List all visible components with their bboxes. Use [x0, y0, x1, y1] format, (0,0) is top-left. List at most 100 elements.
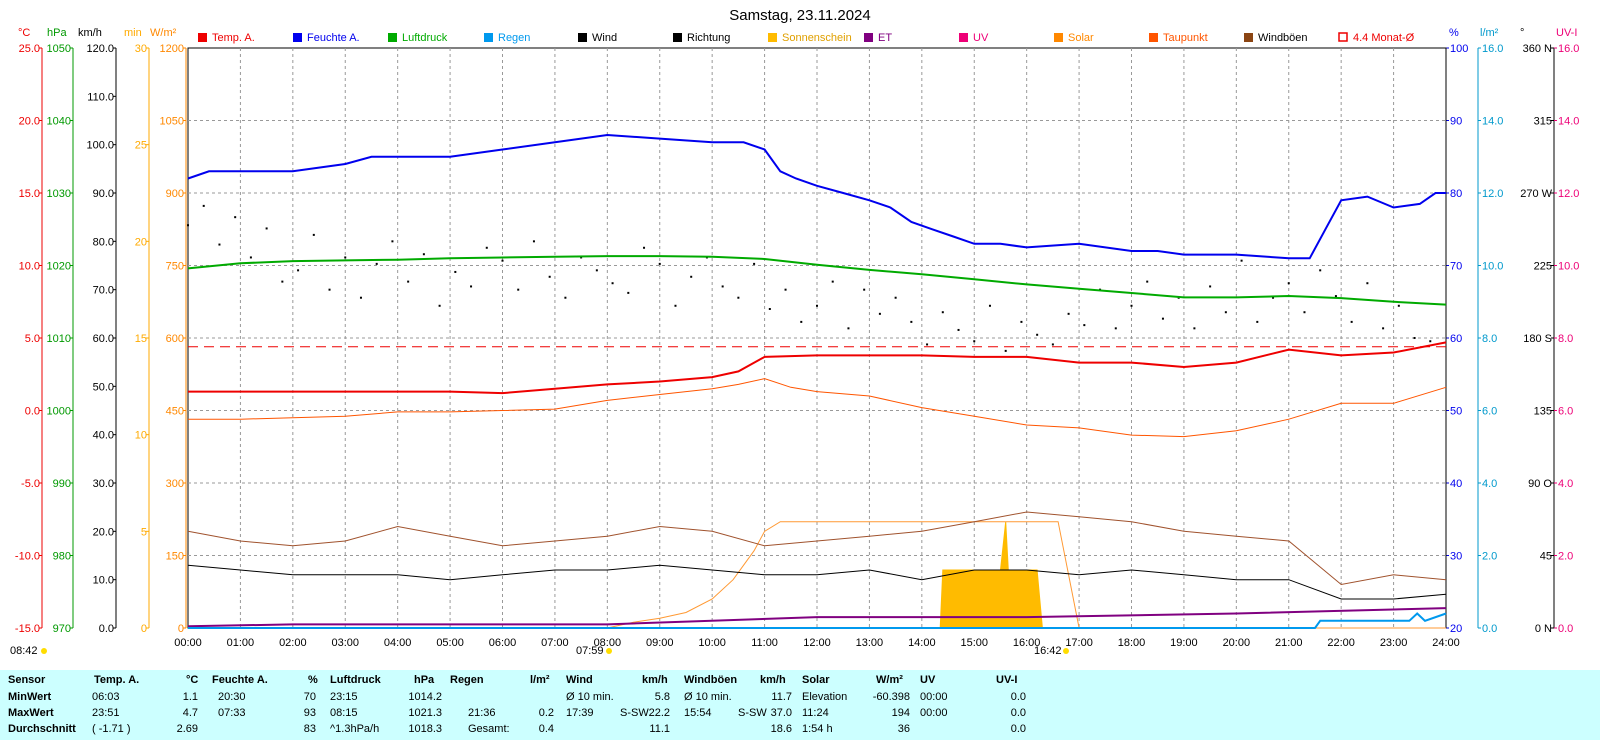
x-tick-label: 11:00	[751, 637, 778, 649]
direction-point	[1303, 311, 1306, 314]
stats-solar-value: 36	[897, 723, 910, 735]
stats-header-wind-unit: km/h	[642, 674, 668, 686]
stats-header-rain-unit: l/m²	[530, 674, 550, 686]
stats-header-temp: Temp. A.	[94, 674, 140, 686]
direction-point	[1240, 259, 1243, 262]
direction-point	[1146, 280, 1149, 283]
direction-point	[375, 262, 378, 265]
uv-tick-label: 16.0	[1558, 43, 1579, 55]
solar-tick-label: 900	[166, 188, 184, 200]
sunmin-tick-label: 0	[141, 623, 147, 635]
uv-tick-label: 12.0	[1558, 188, 1579, 200]
plot-area	[187, 133, 1447, 629]
legend-swatch	[1149, 33, 1158, 42]
direction-point	[831, 280, 834, 283]
direction-point	[422, 253, 425, 256]
direction-point	[1319, 269, 1322, 272]
stats-temp-time: 23:51	[92, 707, 120, 719]
direction-point	[910, 320, 913, 323]
stats-row-label: Durchschnitt	[8, 723, 76, 735]
direction-tick-label: 135	[1534, 406, 1552, 418]
direction-point	[187, 224, 189, 227]
direction-point	[1287, 282, 1290, 285]
direction-point	[894, 296, 897, 299]
stats-solar-label: 1:54 h	[802, 723, 833, 735]
x-tick-label: 04:00	[384, 637, 412, 649]
stats-humidity-time: 20:30	[218, 691, 246, 703]
legend-label: Richtung	[687, 32, 730, 44]
stats-pressure-value: 1021.3	[408, 707, 442, 719]
direction-point	[784, 288, 787, 291]
pressure-unit-label: hPa	[47, 27, 67, 39]
legend-label: Luftdruck	[402, 32, 448, 44]
x-tick-label: 19:00	[1170, 637, 1198, 649]
stats-pressure-time: 08:15	[330, 707, 358, 719]
pressure-tick-label: 970	[53, 623, 71, 635]
stats-temp-time: ( -1.71 )	[92, 723, 131, 735]
stats-wind-label: Ø 10 min.	[566, 691, 614, 703]
direction-point	[501, 259, 504, 262]
stats-gust-value: 18.6	[770, 723, 792, 735]
direction-point	[548, 275, 551, 278]
direction-point	[1350, 320, 1353, 323]
wind-tick-label: 30.0	[93, 478, 114, 490]
grid	[187, 47, 1447, 629]
uv-unit-label: UV-I	[1556, 27, 1577, 39]
uv-tick-label: 4.0	[1558, 478, 1573, 490]
stats-rain-value: 0.4	[538, 723, 554, 735]
direction-point	[517, 288, 520, 291]
x-tick-label: 13:00	[856, 637, 884, 649]
stats-pressure-time: 23:15	[330, 691, 358, 703]
wind-tick-label: 0.0	[99, 623, 114, 635]
rain-tick-label: 12.0	[1482, 188, 1503, 200]
legend-label: UV	[973, 32, 989, 44]
x-tick-label: 03:00	[331, 637, 359, 649]
direction-point	[297, 269, 300, 272]
direction-point	[407, 280, 410, 283]
direction-point	[1272, 296, 1275, 299]
legend-swatch	[1244, 33, 1253, 42]
direction-point	[1004, 349, 1007, 352]
wind-tick-label: 110.0	[87, 91, 114, 103]
direction-point	[485, 246, 488, 249]
x-tick-label: 00:00	[174, 637, 202, 649]
legend-label: Windböen	[1258, 32, 1308, 44]
legend-label: Solar	[1068, 32, 1094, 44]
wind-tick-label: 70.0	[93, 285, 114, 297]
direction-point	[658, 262, 661, 265]
sunmin-tick-label: 5	[141, 526, 147, 538]
temp-tick-label: 15.0	[19, 188, 40, 200]
direction-point	[878, 312, 881, 315]
stats-temp-value: 4.7	[182, 707, 198, 719]
direction-point	[595, 269, 598, 272]
pressure-tick-label: 990	[53, 478, 71, 490]
sunmin-tick-label: 10	[135, 430, 147, 442]
humidity-tick-label: 20	[1450, 623, 1462, 635]
stats-humidity-time: 07:33	[218, 707, 246, 719]
direction-point	[1067, 312, 1070, 315]
stats-header-uv-unit: UV-I	[996, 674, 1018, 686]
direction-tick-label: 270 W	[1520, 188, 1552, 200]
stats-header-rain: Regen	[450, 674, 484, 686]
x-tick-label: 14:00	[908, 637, 936, 649]
stats-wind-value: 5.8	[654, 691, 670, 703]
direction-tick-label: 0 N	[1535, 623, 1552, 635]
direction-point	[753, 262, 756, 265]
legend-swatch	[578, 33, 587, 42]
humidity-tick-label: 40	[1450, 478, 1462, 490]
statistics-panel: Sensor Temp. A. °C Feuchte A.% Luftdruck hPa R…	[0, 670, 1600, 740]
stats-rain-time: 21:36	[468, 707, 496, 719]
stats-header-wind: Wind	[566, 674, 593, 686]
stats-header-humidity: Feuchte A.	[212, 674, 268, 686]
legend-label: Wind	[592, 32, 617, 44]
direction-point	[328, 288, 331, 291]
stats-temp-time: 06:03	[92, 691, 120, 703]
stats-temp-value: 2.69	[176, 723, 198, 735]
direction-tick-label: 225	[1534, 261, 1552, 273]
direction-point	[1130, 304, 1133, 307]
weather-chart: Samstag, 23.11.2024 Temp. A. Feuchte A. Lu…	[10, 7, 1580, 657]
legend-swatch	[959, 33, 968, 42]
direction-point	[202, 204, 205, 207]
humidity-tick-label: 90	[1450, 116, 1462, 128]
direction-point	[863, 288, 866, 291]
